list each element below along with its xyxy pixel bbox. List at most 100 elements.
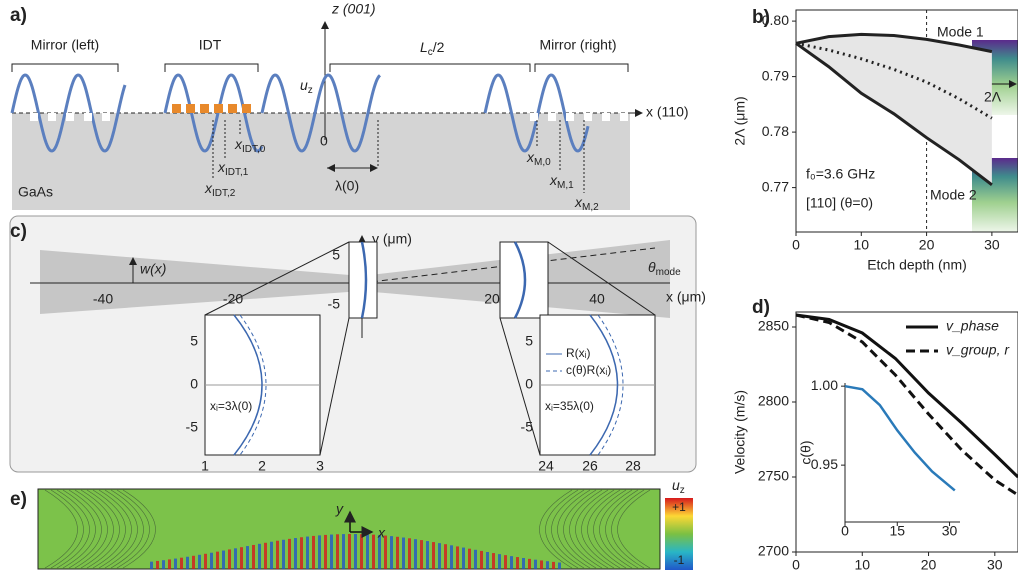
subscript: IDT,0 (242, 144, 266, 155)
y-tick-label: 0.80 (762, 12, 789, 28)
field-stripe (252, 544, 255, 569)
mirror-groove (66, 113, 74, 121)
y-axis-label: y (335, 501, 344, 517)
field-stripe (528, 558, 531, 569)
subscript: IDT,1 (225, 167, 249, 178)
field-stripe (294, 538, 297, 569)
legend-label: c(θ)R(xᵢ) (566, 363, 611, 377)
origin-label: 0 (320, 133, 328, 149)
field-stripe (516, 557, 519, 569)
x-axis-label: Etch depth (nm) (867, 256, 967, 272)
symbol: x (549, 172, 558, 188)
field-stripe (324, 534, 327, 569)
field-stripe (534, 559, 537, 569)
x-tick-label: -20 (223, 291, 243, 307)
field-stripe (312, 535, 315, 569)
x-tick-label: 20 (484, 291, 500, 307)
zoom-line (204, 241, 350, 316)
x-axis-label: x (μm) (666, 289, 706, 305)
waves (10, 73, 628, 153)
field-stripe (396, 536, 399, 569)
bracket (164, 63, 259, 72)
electrode (228, 104, 237, 113)
electrode (200, 104, 209, 113)
x-tick-label: 15 (889, 523, 905, 539)
y-axis-label: c(θ) (798, 440, 814, 464)
field-stripe (378, 535, 381, 569)
colorbar-title: uz (672, 477, 685, 496)
colorbar-max: +1 (672, 500, 686, 514)
field-stripe (552, 561, 555, 569)
wavefront (575, 489, 609, 569)
symbol: x (217, 159, 226, 175)
panel-label: e) (10, 489, 27, 510)
mirror-groove (566, 113, 574, 121)
field-stripe (558, 562, 561, 569)
y-tick-label: -5 (521, 419, 534, 435)
field-stripe (180, 557, 183, 569)
field-stripe (540, 560, 543, 569)
radius-curve (233, 314, 263, 456)
subscript: IDT,2 (212, 188, 236, 199)
symbol: θ (648, 259, 656, 275)
field-stripe (198, 554, 201, 569)
wavefront (539, 489, 573, 569)
mirror-groove (102, 113, 110, 121)
field-stripe (426, 541, 429, 569)
x-tick-label: 20 (919, 237, 935, 253)
field-stripe (150, 561, 153, 569)
x-tick-label: 0 (841, 523, 849, 539)
wavefront (68, 489, 102, 569)
series-line (795, 42, 993, 186)
electrode (242, 104, 251, 113)
panel-a: a) Mirror (left) IDT z (001) Lc/2 Mirror… (10, 1, 689, 213)
mirror-curve (360, 241, 368, 319)
field-stripe (366, 534, 369, 569)
wavefront (593, 489, 627, 569)
mirror-groove (84, 113, 92, 121)
wavefront (599, 489, 633, 569)
field-stripe (492, 553, 495, 569)
subscript: z (308, 85, 313, 96)
wavefront (581, 489, 615, 569)
legend-label: R(xᵢ) (566, 346, 591, 360)
rest: /2 (433, 39, 445, 55)
wavefront (116, 489, 150, 569)
electrode (172, 104, 181, 113)
x-axis-label: x (110) (646, 104, 689, 120)
field-stripe (306, 536, 309, 569)
wavelength-label: λ(0) (335, 178, 359, 194)
wavefront (110, 489, 144, 569)
zoom-box (499, 241, 549, 319)
field-stripe (546, 561, 549, 569)
inset-note: xᵢ=3λ(0) (210, 399, 252, 413)
field-stripe (510, 556, 513, 569)
wave (10, 73, 127, 153)
symbol: x (234, 136, 243, 152)
field-stripe (174, 558, 177, 569)
position-label: xM,1 (549, 172, 574, 191)
wavefront (557, 489, 591, 569)
y-tick-label: 0 (525, 376, 533, 392)
inset-note: xᵢ=35λ(0) (545, 399, 594, 413)
zoom-line (499, 317, 541, 456)
panel-label: c) (10, 221, 27, 242)
field-stripe (168, 559, 171, 569)
zoom-line (547, 241, 656, 316)
field-stripe (156, 560, 159, 569)
y-tick-label: 1.00 (811, 377, 838, 393)
field-stripe (354, 534, 357, 569)
field-stripe (216, 551, 219, 569)
series-line (795, 313, 1018, 497)
series-line (795, 32, 993, 54)
field-stripe (276, 540, 279, 569)
symbol: x (204, 180, 213, 196)
material-label: GaAs (18, 184, 53, 200)
position-label: xM,2 (574, 194, 599, 213)
field-stripe (204, 553, 207, 569)
subscript: z (680, 485, 685, 496)
field-stripe (282, 539, 285, 569)
x-tick-label: 30 (987, 557, 1003, 573)
wavefront (122, 489, 156, 569)
